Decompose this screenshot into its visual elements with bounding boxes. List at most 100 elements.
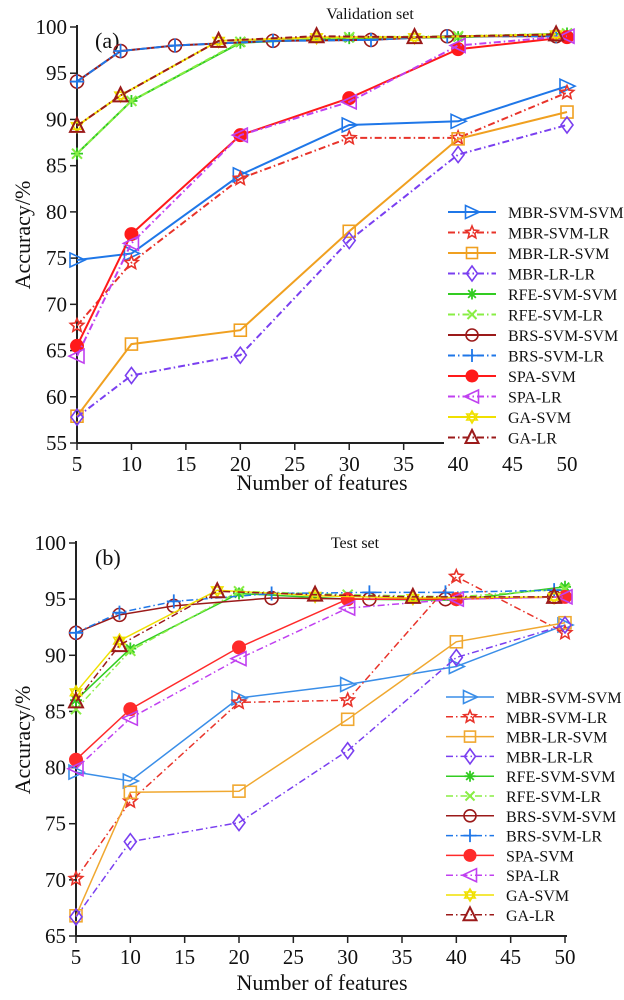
data-point (67, 691, 85, 709)
legend-item: GA-SVM (448, 409, 571, 427)
y-tick-label: 70 (45, 868, 66, 892)
data-point (232, 640, 246, 655)
series-spa-lr (66, 588, 573, 777)
data-point (339, 93, 358, 111)
data-point (405, 26, 424, 45)
legend-background (442, 685, 622, 927)
data-point (111, 85, 130, 103)
legend-label: MBR-LR-SVM (506, 730, 607, 747)
y-tick-label: 90 (46, 107, 67, 131)
legend-item: MBR-LR-LR (448, 264, 595, 284)
legend-label: MBR-SVM-SVM (508, 205, 624, 222)
data-point (71, 147, 83, 160)
legend-marker-x (464, 790, 476, 802)
legend-label: BRS-SVM-LR (506, 829, 602, 846)
series-spa-lr (67, 27, 575, 365)
x-axis-title: Number of features (236, 470, 407, 495)
x-tick-label: 40 (446, 945, 467, 969)
x-tick-label: 25 (284, 452, 305, 476)
y-tick-label: 70 (46, 292, 67, 316)
x-tick-label: 20 (230, 452, 251, 476)
chart-test-set: Test set (b) Number of features Accuracy… (10, 531, 622, 995)
legend-item: MBR-SVM-SVM (446, 689, 622, 707)
legend-item: RFE-SVM-LR (446, 789, 601, 806)
data-point (121, 235, 140, 252)
data-point (233, 587, 245, 600)
data-point (122, 772, 141, 790)
data-point (231, 169, 250, 186)
legend-marker-asterisk (464, 770, 476, 782)
legend-label: RFE-SVM-LR (506, 789, 601, 806)
data-point (123, 832, 138, 852)
data-point (229, 650, 247, 667)
legend-label: SPA-LR (508, 390, 562, 407)
y-tick-label: 80 (45, 756, 66, 780)
legend-label: GA-LR (508, 431, 557, 448)
legend-item: MBR-SVM-LR (448, 223, 610, 243)
legend-item: SPA-SVM (446, 848, 574, 865)
legend-marker-hexagram (463, 887, 477, 903)
series-mbr-lr-lr (69, 615, 572, 927)
legend-label: RFE-SVM-SVM (508, 287, 617, 304)
data-point (448, 658, 467, 675)
y-tick-label: 55 (46, 431, 67, 455)
data-point (69, 684, 83, 701)
legend-label: MBR-LR-LR (506, 749, 593, 766)
legend-label: MBR-LR-SVM (508, 246, 609, 263)
data-point (447, 567, 465, 584)
legend-label: MBR-LR-LR (508, 267, 595, 284)
data-point (559, 580, 571, 593)
legend-marker-triangle-right (464, 204, 482, 220)
data-point (122, 253, 141, 271)
legend-marker-plus (463, 829, 477, 843)
legend-item: SPA-SVM (448, 369, 576, 386)
x-tick-label: 25 (283, 945, 304, 969)
panel-label: (a) (95, 28, 119, 53)
series-ga-svm (70, 26, 564, 135)
data-point (340, 741, 355, 761)
legend-marker-x (466, 309, 478, 320)
chart-validation-set: Validation set (a) Number of features Ac… (10, 6, 624, 495)
series-line (75, 586, 566, 701)
legend-item: BRS-SVM-SVM (448, 328, 618, 345)
legend-label: GA-LR (506, 908, 555, 925)
data-point (450, 113, 469, 130)
x-axis-title: Number of features (236, 970, 407, 995)
data-point (559, 115, 575, 135)
data-point (69, 251, 87, 269)
legend-label: MBR-SVM-LR (506, 710, 608, 727)
series-ga-lr (68, 24, 565, 133)
legend-item: RFE-SVM-LR (448, 308, 603, 325)
data-point (70, 703, 82, 715)
data-point (233, 323, 248, 338)
legend-marker-plus (465, 349, 479, 362)
data-point (209, 30, 228, 48)
x-tick-label: 50 (555, 945, 576, 969)
legend-marker-diamond (463, 747, 477, 766)
data-point (66, 760, 84, 777)
data-point (451, 145, 466, 164)
legend-item: RFE-SVM-SVM (446, 769, 615, 786)
data-point (67, 347, 85, 365)
legend-item: BRS-SVM-SVM (446, 809, 616, 826)
data-point (558, 615, 572, 635)
x-tick-label: 10 (121, 452, 142, 476)
x-tick-label: 35 (393, 452, 414, 476)
legend-item: MBR-LR-LR (446, 747, 593, 766)
data-point (557, 27, 575, 45)
data-point (404, 586, 422, 604)
legend-marker-star (463, 223, 481, 240)
data-point (230, 126, 249, 144)
axes: 55 60 65 70 75 80 85 90 95 100 5 10 15 20 25 30 35 40 45 50 (36, 15, 578, 476)
data-point (70, 407, 84, 427)
legend-label: BRS-SVM-SVM (506, 809, 616, 826)
x-tick-label: 5 (72, 452, 83, 476)
y-tick-label: 80 (46, 200, 67, 224)
data-point (124, 642, 137, 655)
legend-marker-filled-circle (463, 848, 477, 862)
y-tick-label: 90 (45, 643, 66, 667)
legend-marker-star (461, 708, 479, 724)
y-tick-label: 65 (45, 924, 66, 948)
legend-item: SPA-LR (446, 867, 560, 885)
